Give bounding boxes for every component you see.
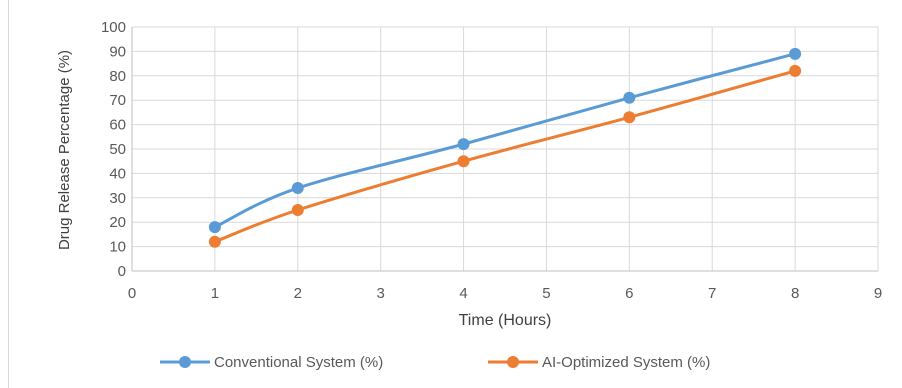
- data-point-conventional: [457, 138, 470, 151]
- legend-item-conventional: Conventional System (%): [160, 354, 383, 371]
- y-tick-label: 10: [109, 239, 126, 256]
- data-point-conventional: [291, 182, 304, 195]
- x-tick-label: 2: [294, 285, 302, 302]
- y-axis-title: Drug Release Percentage (%): [56, 50, 73, 250]
- y-tick-label: 20: [109, 214, 126, 231]
- legend: Conventional System (%) AI-Optimized Sys…: [160, 354, 710, 371]
- series-line-conventional: [213, 52, 797, 229]
- data-point-ai-optimized: [789, 64, 802, 77]
- series-line-ai-optimized: [213, 69, 797, 244]
- x-tick-label: 9: [874, 285, 882, 302]
- x-tick-label: 6: [625, 285, 633, 302]
- y-tick-label: 70: [109, 92, 126, 109]
- x-tick-label: 7: [708, 285, 716, 302]
- x-tick-label: 1: [211, 285, 219, 302]
- x-axis-title: Time (Hours): [459, 312, 552, 329]
- y-tick-label: 80: [109, 68, 126, 85]
- data-point-ai-optimized: [291, 204, 304, 216]
- x-tick-label: 4: [459, 285, 467, 302]
- data-point-ai-optimized: [208, 235, 221, 248]
- data-point-conventional: [208, 221, 221, 234]
- y-tick-label: 50: [109, 141, 126, 158]
- data-point-ai-optimized: [457, 155, 470, 168]
- data-point-conventional: [789, 47, 802, 60]
- series-lines: [208, 47, 802, 248]
- legend-item-ai-optimized: AI-Optimized System (%): [488, 354, 710, 371]
- legend-label-ai-optimized: AI-Optimized System (%): [542, 354, 710, 371]
- y-tick-label: 40: [109, 165, 126, 182]
- axes: [131, 27, 878, 272]
- x-tick-label: 3: [376, 285, 384, 302]
- x-tick-label: 8: [791, 285, 799, 302]
- y-tick-label: 90: [109, 43, 126, 60]
- data-point-conventional: [623, 91, 636, 104]
- legend-label-conventional: Conventional System (%): [214, 354, 383, 371]
- legend-marker-conventional: [179, 356, 191, 368]
- data-point-ai-optimized: [623, 111, 636, 124]
- y-tick-label: 0: [118, 263, 126, 280]
- y-tick-label: 30: [109, 190, 126, 207]
- x-tick-label: 0: [128, 285, 136, 302]
- y-tick-label: 60: [109, 117, 126, 134]
- x-tick-label: 5: [542, 285, 550, 302]
- chart-border: [8, 0, 9, 388]
- y-tick-label: 100: [101, 19, 126, 36]
- tick-labels: 0 10 20 30 40 50 60 70 80 90 100 0 1 2 3 4 5 6 7 8 9: [101, 19, 882, 302]
- legend-marker-ai-optimized: [507, 356, 519, 368]
